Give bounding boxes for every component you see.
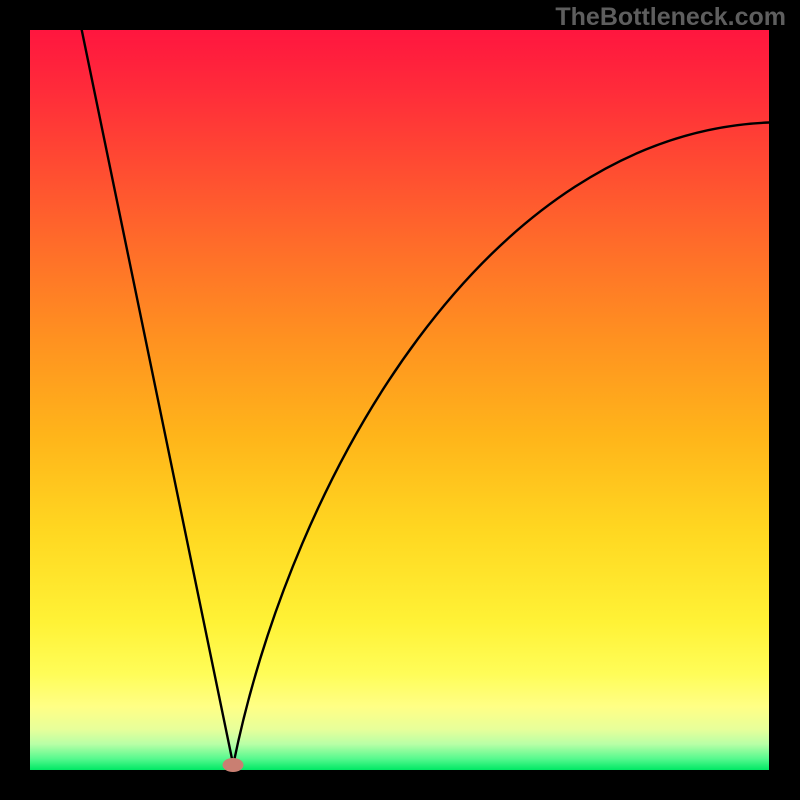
- watermark-text: TheBottleneck.com: [555, 3, 786, 32]
- chart-canvas: TheBottleneck.com: [0, 0, 800, 800]
- plot-area: [30, 30, 769, 770]
- bottleneck-curve: [82, 30, 769, 765]
- curve-layer: [30, 30, 769, 770]
- optimal-point-marker: [223, 758, 244, 772]
